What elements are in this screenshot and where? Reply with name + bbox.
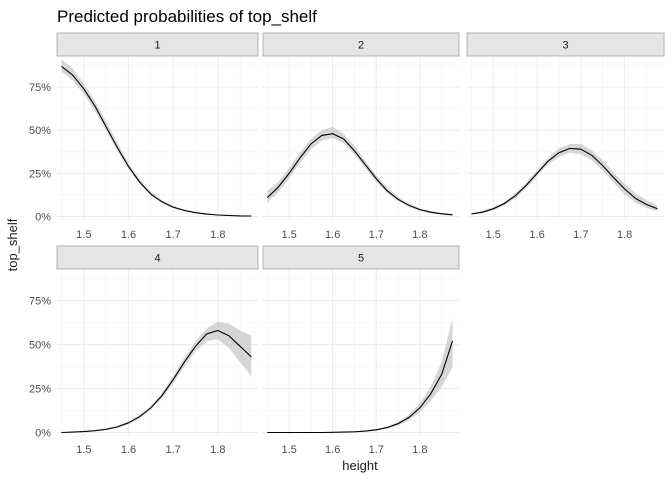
facet-panel-1: 1 0% 25% 50% 75% 1.5 1.6 1.7 1.8 [29, 32, 259, 241]
y-tick-label: 50% [29, 125, 51, 137]
facet-panel-2: 2 1.5 1.6 1.7 1.8 [262, 32, 460, 241]
facet-strip [56, 245, 259, 270]
facet-strip-label: 4 [154, 253, 160, 265]
facet-panel-4: 4 0% 25% 50% 75% 1.5 1.6 1.7 1.8 [29, 245, 259, 456]
chart-title: Predicted probabilities of top_shelf [57, 7, 317, 26]
x-tick-label: 1.6 [325, 444, 340, 456]
y-tick-label: 0% [35, 212, 51, 224]
x-tick-label: 1.8 [412, 229, 427, 241]
facet-panel-3: 3 1.5 1.6 1.7 1.8 [466, 32, 665, 241]
x-tick-label: 1.7 [369, 229, 384, 241]
y-tick-label: 25% [29, 168, 51, 180]
x-tick-label: 1.5 [76, 229, 91, 241]
confidence-band [471, 144, 658, 215]
x-tick-label: 1.8 [412, 444, 427, 456]
x-tick-label: 1.6 [325, 229, 340, 241]
x-tick-label: 1.6 [121, 229, 136, 241]
facet-strip [262, 245, 460, 270]
facet-strip-label: 1 [154, 40, 160, 52]
y-tick-label: 50% [29, 340, 51, 352]
prediction-line [267, 340, 454, 434]
x-tick-label: 1.7 [369, 444, 384, 456]
facet-strip [56, 32, 259, 57]
x-tick-label: 1.8 [210, 229, 225, 241]
prediction-line [61, 329, 252, 434]
facet-strip [262, 32, 460, 57]
prediction-line [267, 133, 453, 216]
x-tick-label: 1.8 [617, 229, 632, 241]
facet-strip-label: 3 [562, 40, 568, 52]
facet-panels: 10%25%50%75%1.5 1.6 1.7 1.821.5 1.6 1.7 1.831.… [29, 32, 665, 456]
x-tick-label: 1.5 [486, 229, 501, 241]
confidence-band [61, 321, 252, 433]
confidence-band [267, 318, 453, 433]
x-tick-label: 1.5 [76, 444, 91, 456]
confidence-band [61, 59, 252, 217]
x-tick-label: 1.5 [281, 229, 296, 241]
x-tick-label: 1.8 [210, 444, 225, 456]
y-tick-label: 75% [29, 82, 51, 94]
facet-strip-label: 2 [358, 40, 364, 52]
x-tick-label: 1.7 [165, 444, 180, 456]
x-tick-label: 1.7 [165, 229, 180, 241]
facet-panel-5: 5 1.5 1.6 1.7 1.8 [262, 245, 460, 456]
x-tick-label: 1.6 [121, 444, 136, 456]
facet-strip [466, 32, 665, 57]
confidence-band [267, 126, 453, 216]
prediction-line [61, 65, 252, 217]
x-axis-title: height [342, 458, 378, 473]
x-tick-label: 1.6 [529, 229, 544, 241]
facet-strip-label: 5 [358, 253, 364, 265]
prediction-line [471, 147, 658, 215]
y-axis-title: top_shelf [5, 218, 20, 271]
x-tick-label: 1.5 [281, 444, 296, 456]
y-tick-label: 25% [29, 384, 51, 396]
y-tick-label: 75% [29, 296, 51, 308]
x-tick-label: 1.7 [573, 229, 588, 241]
y-tick-label: 0% [35, 427, 51, 439]
